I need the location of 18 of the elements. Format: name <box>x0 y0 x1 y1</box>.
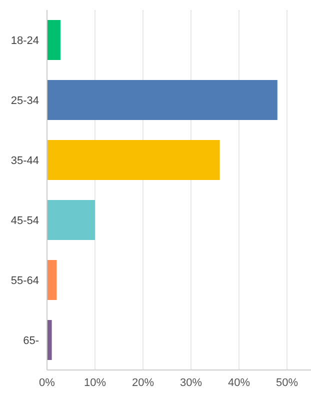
y-tick-label: 35-44 <box>10 154 39 167</box>
x-tick-label: 50% <box>276 376 298 389</box>
bar <box>47 200 95 240</box>
y-tick-label: 65- <box>23 334 40 347</box>
x-tick-label: 0% <box>39 376 56 389</box>
bar <box>47 80 278 120</box>
x-tick-label: 40% <box>228 376 250 389</box>
y-tick-label: 25-34 <box>10 94 39 107</box>
bar <box>47 20 60 60</box>
y-tick-label: 55-64 <box>10 274 39 287</box>
bar <box>47 260 57 300</box>
y-tick-label: 18-24 <box>10 34 39 47</box>
bar <box>47 140 220 180</box>
x-tick-label: 20% <box>132 376 154 389</box>
bar <box>47 320 52 360</box>
x-tick-label: 10% <box>84 376 106 389</box>
y-tick-label: 45-54 <box>10 214 39 227</box>
x-tick-label: 30% <box>180 376 202 389</box>
